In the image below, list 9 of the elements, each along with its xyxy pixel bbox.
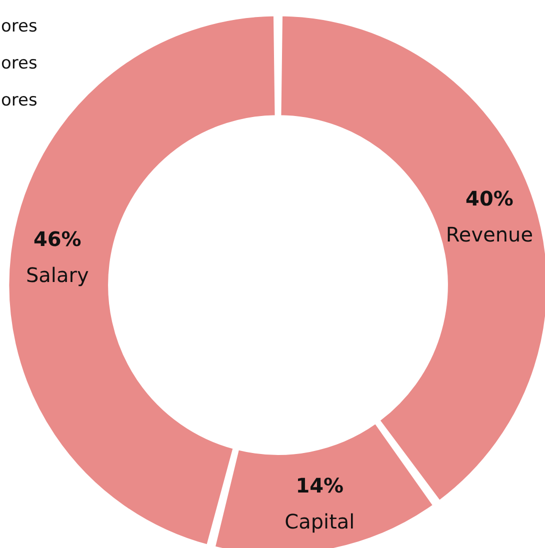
slice-label: Salary	[26, 263, 89, 288]
text: ores	[1, 90, 38, 110]
data-label: 14%	[296, 473, 344, 498]
slice-label: Capital	[284, 509, 355, 534]
text: ores	[1, 16, 38, 36]
slice-label: Revenue	[446, 222, 534, 246]
text: ores	[1, 54, 38, 74]
data-label: 46%	[33, 227, 82, 252]
data-label: 40%	[466, 186, 514, 210]
